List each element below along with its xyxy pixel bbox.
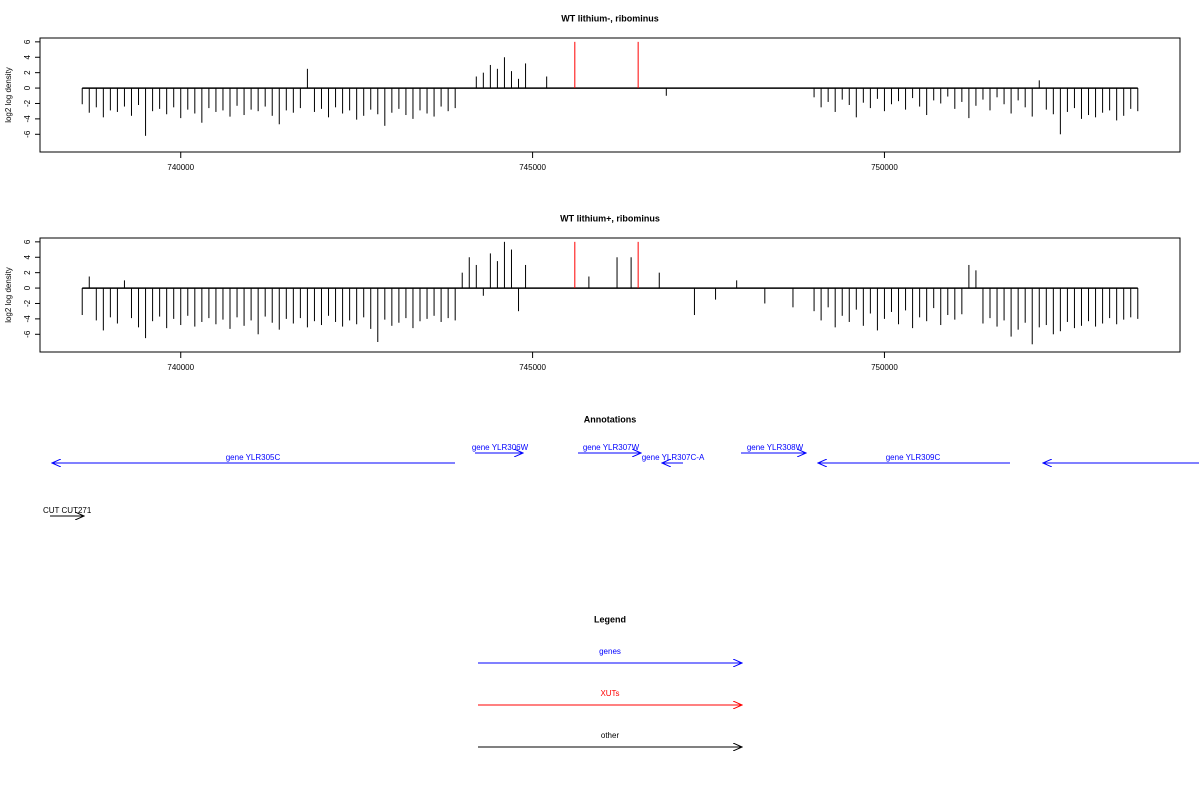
y-tick-label: 6 [23,39,32,44]
y-tick-label: 0 [23,85,32,90]
x-tick-label: 750000 [871,163,898,172]
legend-label: other [601,731,620,740]
gene-label: gene YLR307W [583,443,640,452]
cut-label: CUT CUT271 [43,506,92,515]
y-tick-label: -6 [23,130,32,138]
y-tick-label: 4 [23,254,32,259]
y-tick-label: -2 [23,299,32,307]
y-tick-label: -4 [23,115,32,123]
y-tick-label: 0 [23,285,32,290]
x-tick-label: 750000 [871,363,898,372]
gene-label: gene YLR308W [747,443,804,452]
legend-label: XUTs [600,689,619,698]
y-tick-label: -6 [23,330,32,338]
plot-frame [39,37,1181,153]
y-tick-label: -4 [23,315,32,323]
chart-title: WT lithium-, ribominus [561,13,659,23]
y-tick-label: 6 [23,239,32,244]
gene-label: gene YLR306W [472,443,529,452]
legend: Legend genes XUTs other [478,614,742,747]
gene-label: gene YLR305C [226,453,281,462]
gene-label: gene YLR309C [886,453,941,462]
x-tick-label: 745000 [519,363,546,372]
legend-label: genes [599,647,621,656]
y-tick-label: -2 [23,99,32,107]
annotations: Annotations gene YLR305C gene YLR306W ge… [43,414,1199,516]
x-tick-label: 745000 [519,163,546,172]
x-tick-label: 740000 [167,363,194,372]
x-tick-label: 740000 [167,163,194,172]
chart-title: WT lithium+, ribominus [560,213,660,223]
plot-frame [39,237,1181,353]
annotations-title: Annotations [584,414,637,424]
y-tick-label: 2 [23,270,32,275]
chart: WT lithium-, ribominus log2 log density -6… [4,13,1181,172]
chart: WT lithium+, ribominus log2 log density -6… [4,213,1181,372]
y-tick-label: 4 [23,54,32,59]
gene-label: gene YLR307C-A [642,453,705,462]
y-tick-label: 2 [23,70,32,75]
legend-title: Legend [594,614,626,624]
y-axis-label: log2 log density [4,67,13,123]
y-axis-label: log2 log density [4,267,13,323]
